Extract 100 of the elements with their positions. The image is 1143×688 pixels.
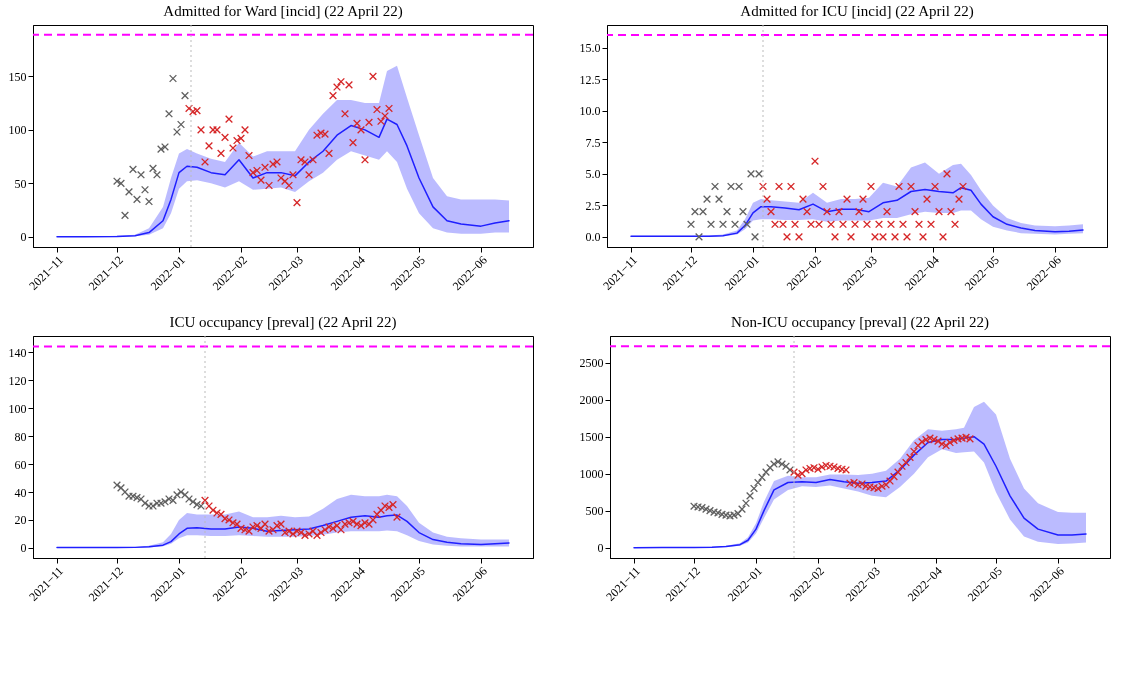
point [185, 495, 193, 504]
y-tick-label: 50 [14, 176, 27, 191]
point [125, 187, 133, 196]
chart-title: Admitted for ICU [incid] (22 April 22) [740, 3, 974, 20]
point [847, 232, 855, 241]
y-tick-label: 100 [8, 123, 27, 138]
point [746, 491, 754, 500]
point [225, 115, 233, 124]
point [723, 207, 731, 216]
y-tick-label: 7.5 [585, 135, 601, 150]
point [273, 157, 281, 166]
chart-title: ICU occupancy [preval] (22 April 22) [169, 314, 397, 331]
point [121, 488, 129, 497]
point [754, 478, 762, 487]
line-series [630, 186, 1084, 238]
point [687, 220, 695, 229]
point [349, 138, 357, 147]
point [919, 232, 927, 241]
point [201, 157, 209, 166]
y-tick-label: 5.0 [585, 167, 601, 182]
point [221, 133, 229, 142]
point [898, 462, 906, 471]
point [141, 185, 149, 194]
point [827, 220, 835, 229]
y-tick-label: 1500 [579, 430, 604, 445]
point [731, 220, 739, 229]
point [791, 220, 799, 229]
y-tick-label: 20 [14, 513, 27, 528]
point [907, 182, 915, 191]
point [743, 220, 751, 229]
point [225, 515, 233, 524]
y-tick-label: 2500 [579, 356, 604, 371]
point [261, 163, 269, 172]
point [317, 129, 325, 138]
point [253, 166, 261, 175]
point [783, 232, 791, 241]
point [177, 120, 185, 129]
point [750, 484, 758, 493]
y-tick-label: 0.0 [585, 230, 601, 245]
point [365, 118, 373, 127]
point [882, 480, 890, 489]
point [277, 520, 285, 529]
point [906, 453, 914, 462]
point [233, 520, 241, 529]
y-tick-label: 0 [20, 541, 27, 556]
point [221, 514, 229, 523]
point [915, 220, 923, 229]
point [895, 182, 903, 191]
point [229, 144, 237, 153]
point [911, 207, 919, 216]
point [281, 177, 289, 186]
point [910, 447, 918, 456]
point [758, 473, 766, 482]
point [381, 111, 389, 120]
point [939, 232, 947, 241]
point [883, 207, 891, 216]
point [751, 232, 759, 241]
point [843, 195, 851, 204]
point [719, 220, 727, 229]
point [385, 104, 393, 113]
point [935, 207, 943, 216]
y-tick-label: 15.0 [579, 41, 601, 56]
point [217, 510, 225, 519]
point [887, 220, 895, 229]
point [711, 182, 719, 191]
point [899, 220, 907, 229]
point [943, 169, 951, 178]
point [703, 195, 711, 204]
y-tick-label: 12.5 [579, 72, 601, 87]
point [819, 182, 827, 191]
point [377, 117, 385, 126]
point [738, 505, 746, 514]
y-tick-label: 100 [8, 401, 27, 416]
point [205, 501, 213, 510]
point [851, 220, 859, 229]
point [886, 477, 894, 486]
y-tick-label: 120 [8, 373, 27, 388]
point [329, 91, 337, 100]
point [209, 506, 217, 515]
point [269, 525, 277, 534]
y-tick-label: 1000 [579, 467, 604, 482]
point [241, 125, 249, 134]
point [739, 207, 747, 216]
y-tick-label: 0 [597, 541, 604, 556]
point [237, 134, 245, 143]
y-tick-label: 0 [20, 230, 27, 245]
point [145, 197, 153, 206]
point [113, 481, 121, 490]
point [197, 125, 205, 134]
point [774, 457, 782, 466]
point [173, 127, 181, 136]
y-tick-label: 2.5 [585, 198, 601, 213]
point [165, 109, 173, 118]
point [257, 176, 265, 185]
point [197, 501, 205, 510]
line-series [633, 435, 1087, 549]
point [181, 91, 189, 100]
point [305, 170, 313, 179]
point [799, 195, 807, 204]
point [811, 157, 819, 166]
